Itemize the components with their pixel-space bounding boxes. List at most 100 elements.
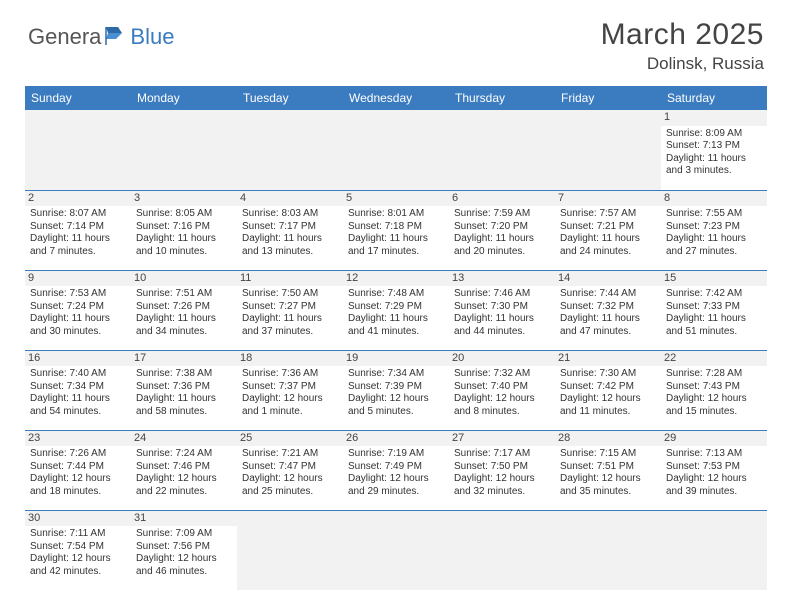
sunrise-line: Sunrise: 7:09 AM	[136, 528, 232, 541]
day-number: 7	[555, 191, 661, 207]
sunset-line: Sunset: 7:54 PM	[30, 541, 126, 554]
logo-text-general: Genera	[28, 24, 101, 50]
sunrise-line: Sunrise: 7:11 AM	[30, 528, 126, 541]
weekday-header: Tuesday	[237, 86, 343, 110]
daylight-line: Daylight: 11 hours and 20 minutes.	[454, 233, 550, 258]
sunrise-line: Sunrise: 7:48 AM	[348, 288, 444, 301]
calendar-cell: 24Sunrise: 7:24 AMSunset: 7:46 PMDayligh…	[131, 430, 237, 510]
sunrise-line: Sunrise: 7:24 AM	[136, 448, 232, 461]
daylight-line: Daylight: 12 hours and 15 minutes.	[666, 393, 762, 418]
sunset-line: Sunset: 7:53 PM	[666, 461, 762, 474]
calendar-cell: 27Sunrise: 7:17 AMSunset: 7:50 PMDayligh…	[449, 430, 555, 510]
calendar-cell: 16Sunrise: 7:40 AMSunset: 7:34 PMDayligh…	[25, 350, 131, 430]
calendar-cell: 5Sunrise: 8:01 AMSunset: 7:18 PMDaylight…	[343, 190, 449, 270]
daylight-line: Daylight: 11 hours and 37 minutes.	[242, 313, 338, 338]
sunrise-line: Sunrise: 7:53 AM	[30, 288, 126, 301]
weekday-header: Saturday	[661, 86, 767, 110]
day-number: 25	[237, 431, 343, 447]
sunrise-line: Sunrise: 7:46 AM	[454, 288, 550, 301]
calendar-cell: 29Sunrise: 7:13 AMSunset: 7:53 PMDayligh…	[661, 430, 767, 510]
sunset-line: Sunset: 7:50 PM	[454, 461, 550, 474]
sunset-line: Sunset: 7:56 PM	[136, 541, 232, 554]
calendar-table: SundayMondayTuesdayWednesdayThursdayFrid…	[25, 86, 767, 590]
weekday-header: Thursday	[449, 86, 555, 110]
sunset-line: Sunset: 7:27 PM	[242, 301, 338, 314]
daylight-line: Daylight: 11 hours and 27 minutes.	[666, 233, 762, 258]
sunset-line: Sunset: 7:40 PM	[454, 381, 550, 394]
sunset-line: Sunset: 7:21 PM	[560, 221, 656, 234]
calendar-cell: 26Sunrise: 7:19 AMSunset: 7:49 PMDayligh…	[343, 430, 449, 510]
calendar-cell	[237, 510, 343, 590]
title-block: March 2025 Dolinsk, Russia	[601, 18, 764, 74]
calendar-cell: 8Sunrise: 7:55 AMSunset: 7:23 PMDaylight…	[661, 190, 767, 270]
daylight-line: Daylight: 11 hours and 30 minutes.	[30, 313, 126, 338]
sunset-line: Sunset: 7:36 PM	[136, 381, 232, 394]
calendar-cell: 4Sunrise: 8:03 AMSunset: 7:17 PMDaylight…	[237, 190, 343, 270]
sunset-line: Sunset: 7:20 PM	[454, 221, 550, 234]
day-number: 2	[25, 191, 131, 207]
calendar-body: 1Sunrise: 8:09 AMSunset: 7:13 PMDaylight…	[25, 110, 767, 590]
sunset-line: Sunset: 7:17 PM	[242, 221, 338, 234]
sunrise-line: Sunrise: 7:34 AM	[348, 368, 444, 381]
calendar-cell: 31Sunrise: 7:09 AMSunset: 7:56 PMDayligh…	[131, 510, 237, 590]
calendar-cell: 7Sunrise: 7:57 AMSunset: 7:21 PMDaylight…	[555, 190, 661, 270]
calendar-cell: 18Sunrise: 7:36 AMSunset: 7:37 PMDayligh…	[237, 350, 343, 430]
day-number: 31	[131, 511, 237, 527]
daylight-line: Daylight: 11 hours and 47 minutes.	[560, 313, 656, 338]
sunset-line: Sunset: 7:42 PM	[560, 381, 656, 394]
day-number: 24	[131, 431, 237, 447]
calendar-cell: 28Sunrise: 7:15 AMSunset: 7:51 PMDayligh…	[555, 430, 661, 510]
day-number: 14	[555, 271, 661, 287]
daylight-line: Daylight: 12 hours and 29 minutes.	[348, 473, 444, 498]
sunrise-line: Sunrise: 8:07 AM	[30, 208, 126, 221]
daylight-line: Daylight: 11 hours and 3 minutes.	[666, 153, 762, 178]
calendar-cell: 3Sunrise: 8:05 AMSunset: 7:16 PMDaylight…	[131, 190, 237, 270]
day-number: 5	[343, 191, 449, 207]
sunset-line: Sunset: 7:43 PM	[666, 381, 762, 394]
calendar-cell: 14Sunrise: 7:44 AMSunset: 7:32 PMDayligh…	[555, 270, 661, 350]
sunrise-line: Sunrise: 7:26 AM	[30, 448, 126, 461]
sunrise-line: Sunrise: 7:44 AM	[560, 288, 656, 301]
daylight-line: Daylight: 12 hours and 39 minutes.	[666, 473, 762, 498]
sunset-line: Sunset: 7:49 PM	[348, 461, 444, 474]
calendar-cell: 30Sunrise: 7:11 AMSunset: 7:54 PMDayligh…	[25, 510, 131, 590]
calendar-cell	[449, 510, 555, 590]
calendar-cell	[555, 510, 661, 590]
calendar-cell: 11Sunrise: 7:50 AMSunset: 7:27 PMDayligh…	[237, 270, 343, 350]
calendar-cell	[661, 510, 767, 590]
sunset-line: Sunset: 7:44 PM	[30, 461, 126, 474]
day-number: 11	[237, 271, 343, 287]
weekday-header: Monday	[131, 86, 237, 110]
calendar-cell: 17Sunrise: 7:38 AMSunset: 7:36 PMDayligh…	[131, 350, 237, 430]
day-number: 12	[343, 271, 449, 287]
sunset-line: Sunset: 7:24 PM	[30, 301, 126, 314]
sunset-line: Sunset: 7:29 PM	[348, 301, 444, 314]
sunrise-line: Sunrise: 7:55 AM	[666, 208, 762, 221]
weekday-header: Friday	[555, 86, 661, 110]
sunrise-line: Sunrise: 8:09 AM	[666, 128, 762, 141]
daylight-line: Daylight: 12 hours and 1 minute.	[242, 393, 338, 418]
sunrise-line: Sunrise: 7:13 AM	[666, 448, 762, 461]
daylight-line: Daylight: 11 hours and 44 minutes.	[454, 313, 550, 338]
calendar-header-row: SundayMondayTuesdayWednesdayThursdayFrid…	[25, 86, 767, 110]
sunset-line: Sunset: 7:37 PM	[242, 381, 338, 394]
sunrise-line: Sunrise: 7:17 AM	[454, 448, 550, 461]
sunrise-line: Sunrise: 7:36 AM	[242, 368, 338, 381]
sunrise-line: Sunrise: 8:01 AM	[348, 208, 444, 221]
calendar-cell: 19Sunrise: 7:34 AMSunset: 7:39 PMDayligh…	[343, 350, 449, 430]
sunset-line: Sunset: 7:32 PM	[560, 301, 656, 314]
daylight-line: Daylight: 12 hours and 11 minutes.	[560, 393, 656, 418]
calendar-cell	[237, 110, 343, 190]
daylight-line: Daylight: 11 hours and 54 minutes.	[30, 393, 126, 418]
sunrise-line: Sunrise: 7:21 AM	[242, 448, 338, 461]
calendar-cell	[343, 510, 449, 590]
sunrise-line: Sunrise: 7:50 AM	[242, 288, 338, 301]
daylight-line: Daylight: 11 hours and 24 minutes.	[560, 233, 656, 258]
sunset-line: Sunset: 7:46 PM	[136, 461, 232, 474]
day-number: 3	[131, 191, 237, 207]
calendar-cell	[131, 110, 237, 190]
sunrise-line: Sunrise: 7:19 AM	[348, 448, 444, 461]
day-number: 23	[25, 431, 131, 447]
daylight-line: Daylight: 11 hours and 51 minutes.	[666, 313, 762, 338]
daylight-line: Daylight: 12 hours and 32 minutes.	[454, 473, 550, 498]
